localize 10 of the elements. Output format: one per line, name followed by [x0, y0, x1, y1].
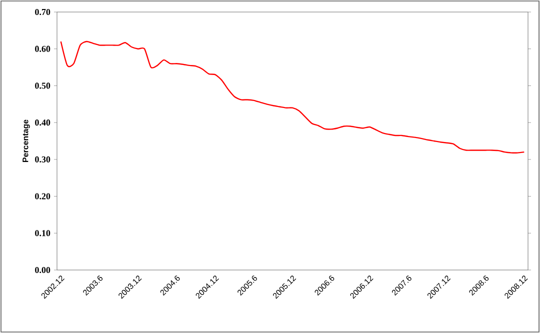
- y-tick-label: 0.00: [35, 266, 50, 274]
- y-axis-title: Percentage: [22, 120, 30, 162]
- line-series: [60, 40, 525, 154]
- y-tick-label: 0.70: [35, 8, 50, 16]
- y-tick-label: 0.60: [35, 46, 50, 52]
- y-tick-label: 0.40: [35, 120, 50, 126]
- y-tick-label: 0.50: [35, 82, 50, 89]
- y-tick-label: 0.10: [35, 230, 50, 236]
- y-tick-label: 0.20: [35, 193, 50, 200]
- y-tick-label: 0.30: [35, 156, 50, 162]
